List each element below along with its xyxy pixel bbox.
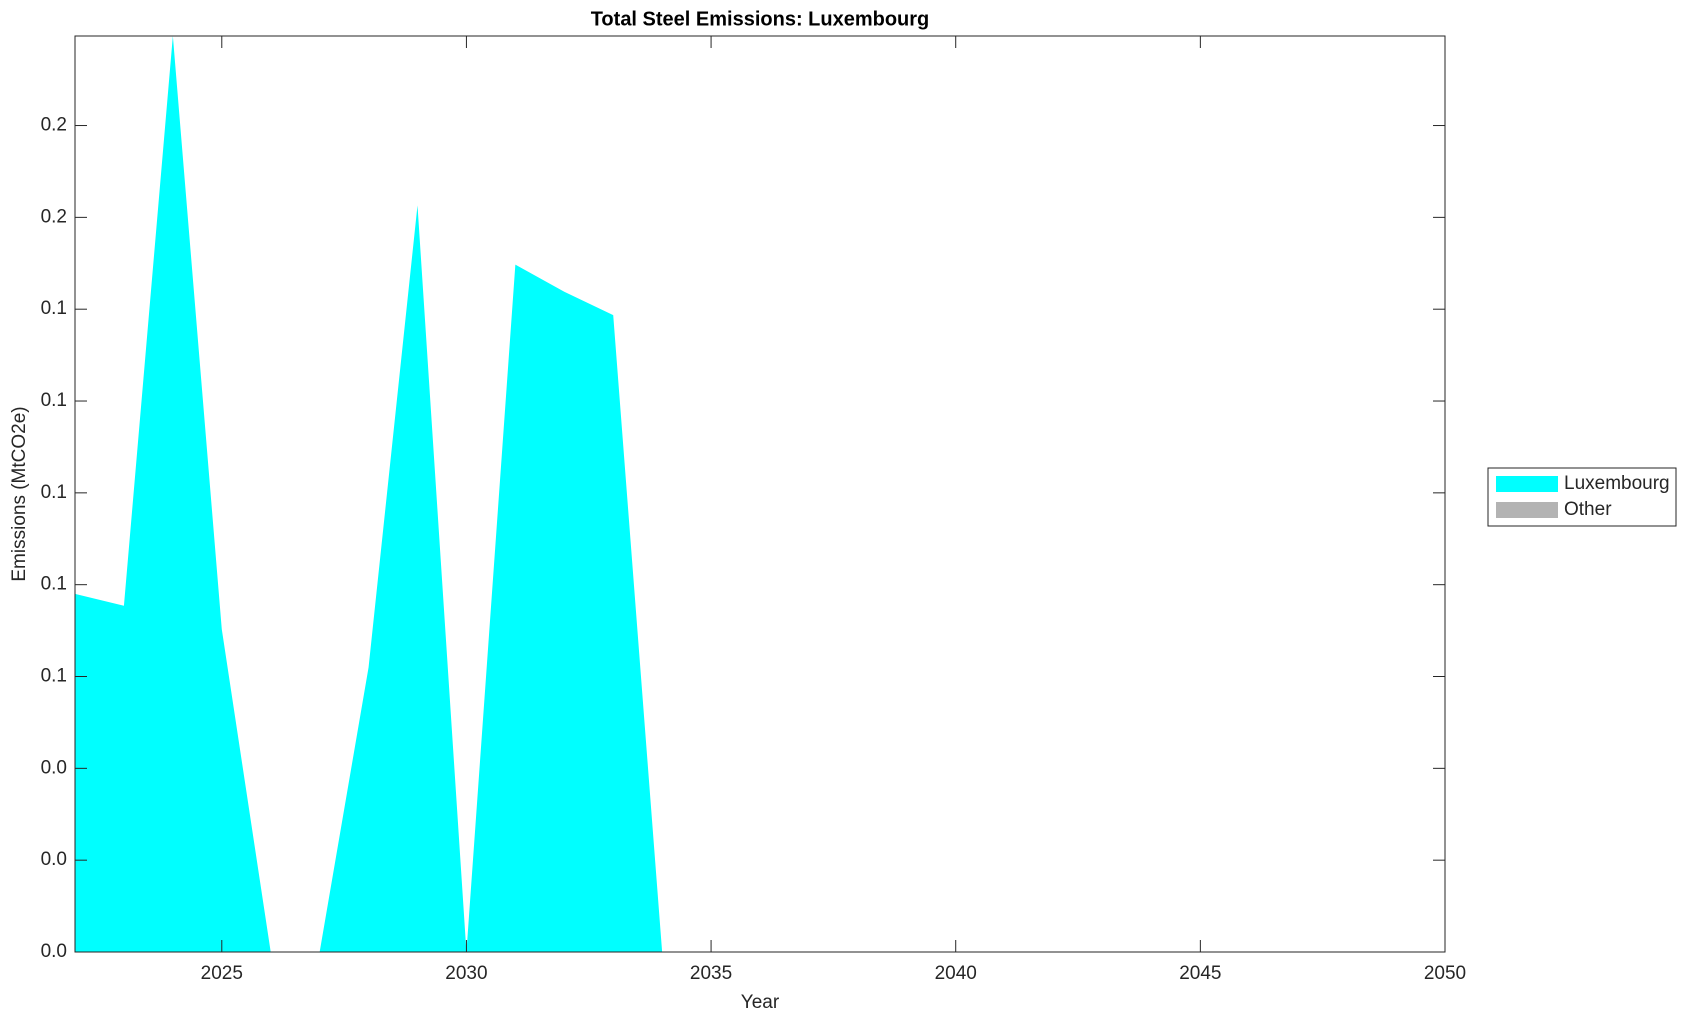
y-tick-label: 0.0 [41,849,67,870]
y-tick-label: 0.2 [41,206,67,227]
y-tick-label: 0.2 [41,115,67,136]
legend-label: Other [1564,499,1612,520]
y-tick-label: 0.1 [41,298,67,319]
legend-label: Luxembourg [1564,473,1670,494]
y-tick-label: 0.0 [41,757,67,778]
plot-frame [74,35,1446,953]
y-tick-label: 0.1 [41,574,67,595]
y-tick-label: 0.1 [41,390,67,411]
y-axis-label: Emissions (MtCO2e) [9,406,30,581]
area [75,36,1445,952]
y-tick-label: 0.1 [41,666,67,687]
y-tick-label: 0.0 [41,941,67,962]
area [75,36,1445,952]
legend-swatch [1496,476,1558,492]
x-tick-label: 2040 [935,963,977,984]
x-tick-label: 2035 [690,963,732,984]
x-tick-label: 2025 [201,963,243,984]
x-axis-label: Year [741,992,780,1013]
chart-title: Total Steel Emissions: Luxembourg [591,8,930,30]
legend-swatch [1496,502,1558,518]
x-tick-label: 2050 [1424,963,1466,984]
y-tick-label: 0.1 [41,482,67,503]
x-tick-label: 2030 [445,963,487,984]
x-tick-label: 2045 [1179,963,1221,984]
